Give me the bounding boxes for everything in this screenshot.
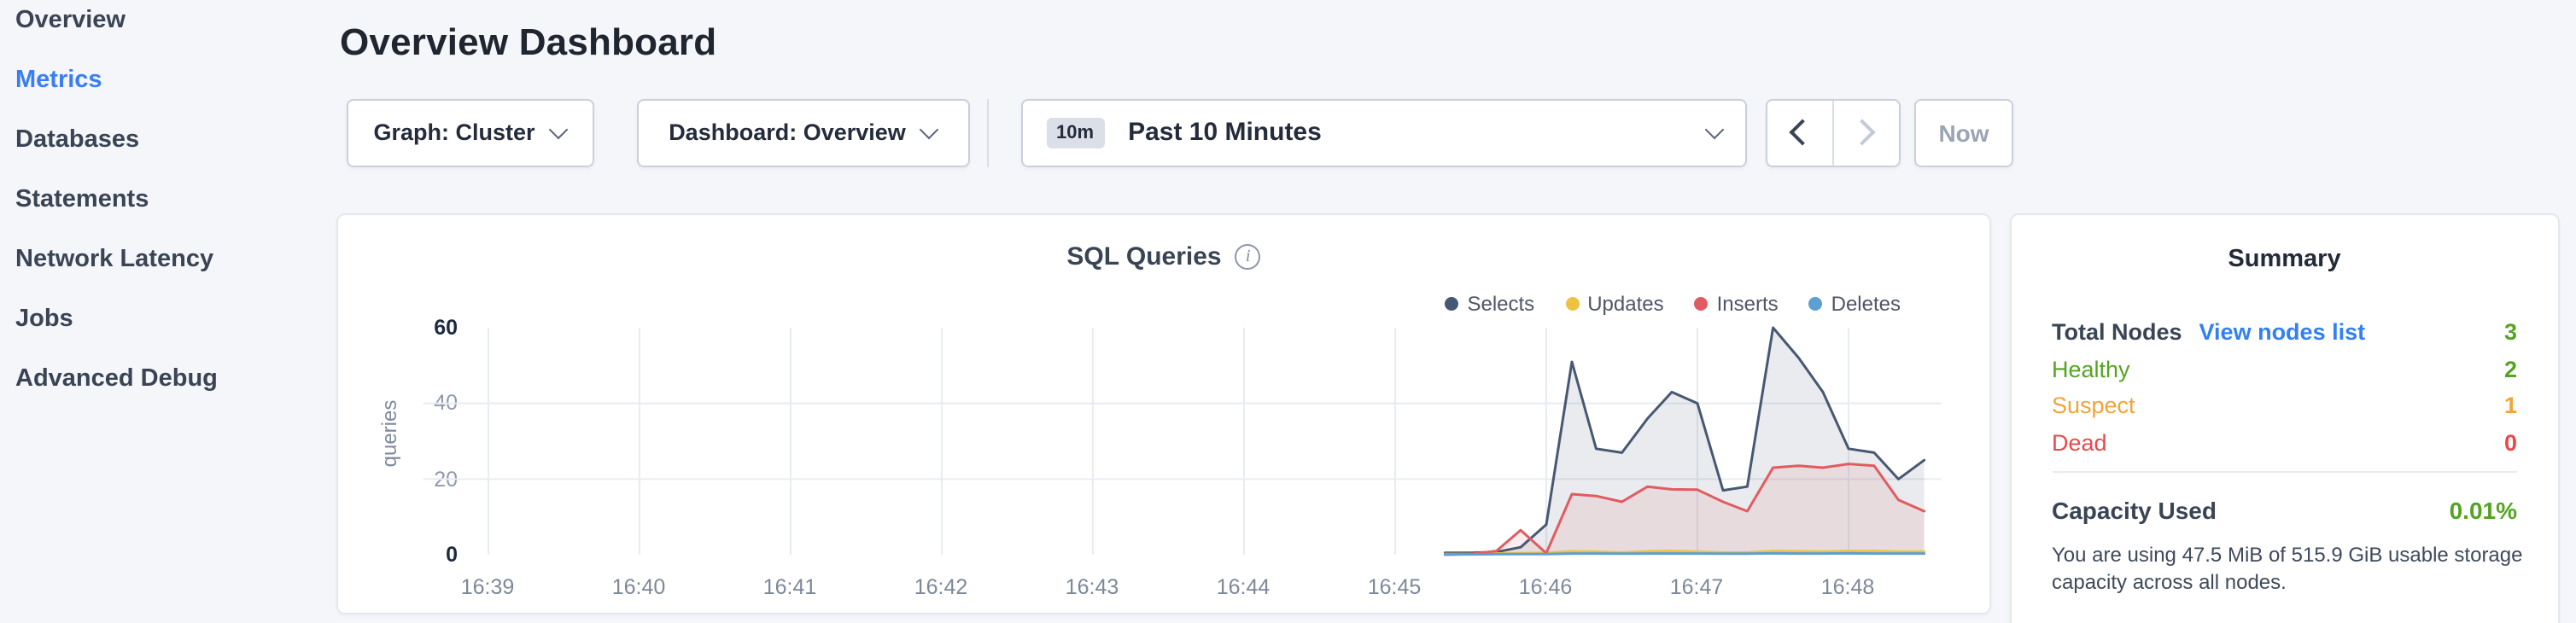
total-nodes-value: 3	[2503, 319, 2517, 346]
chevron-left-icon	[1790, 119, 1817, 146]
chart-title: SQL Queries	[1066, 242, 1222, 271]
chart-title-row: SQL Queries i	[338, 242, 1989, 271]
chevron-right-icon	[1849, 119, 1876, 146]
chevron-down-icon	[920, 119, 940, 139]
x-axis-label: 16:48	[1820, 575, 1875, 599]
page-title: Overview Dashboard	[340, 20, 717, 63]
chart-plot-area	[423, 326, 1941, 556]
series-line-deletes	[1442, 551, 1925, 556]
legend-label: Selects	[1467, 292, 1535, 316]
x-axis: 16:39 16:40 16:41 16:42 16:43 16:44 16:45 16:46…	[338, 575, 1989, 599]
x-axis-label: 16:43	[1065, 575, 1119, 599]
sidebar-item-metrics[interactable]: Metrics	[15, 67, 102, 94]
dead-nodes-row: Dead 0	[2052, 424, 2517, 461]
legend-item-inserts[interactable]: Inserts	[1694, 292, 1779, 316]
capacity-used-label: Capacity Used	[2052, 497, 2217, 524]
healthy-value: 2	[2503, 356, 2517, 382]
legend-label: Updates	[1587, 292, 1664, 316]
x-axis-label: 16:47	[1669, 575, 1724, 599]
legend-label: Deletes	[1831, 292, 1901, 316]
capacity-row: Capacity Used 0.01%	[2052, 493, 2517, 527]
legend-item-updates[interactable]: Updates	[1565, 292, 1664, 316]
chart-legend: Selects Updates Inserts Deletes	[1445, 292, 1901, 316]
sidebar-item-jobs[interactable]: Jobs	[15, 306, 73, 333]
healthy-nodes-row: Healthy 2	[2052, 351, 2517, 387]
suspect-label: Suspect	[2052, 393, 2135, 419]
legend-item-selects[interactable]: Selects	[1445, 292, 1534, 316]
sidebar-item-statements[interactable]: Statements	[15, 186, 149, 213]
y-axis-label: 0	[446, 543, 458, 567]
time-range-badge: 10m	[1046, 117, 1105, 148]
summary-title: Summary	[2228, 246, 2341, 273]
y-axis-label: 60	[434, 316, 458, 340]
suspect-value: 1	[2503, 393, 2517, 419]
series-area-inserts	[1444, 463, 1924, 555]
x-axis-label: 16:46	[1518, 575, 1573, 599]
capacity-description: You are using 47.5 MiB of 515.9 GiB usab…	[2052, 543, 2523, 594]
x-axis-label: 16:45	[1367, 575, 1422, 599]
dashboard-label: Dashboard: Overview	[669, 119, 906, 145]
series-area-selects	[1444, 328, 1924, 555]
previous-time-window-button[interactable]	[1767, 100, 1832, 165]
time-range-label: Past 10 Minutes	[1128, 118, 1322, 147]
sidebar-item-databases[interactable]: Databases	[15, 126, 140, 154]
legend-dot-updates-icon	[1565, 297, 1580, 311]
info-icon[interactable]: i	[1235, 244, 1261, 270]
dead-label: Dead	[2052, 429, 2107, 456]
total-nodes-label: Total Nodes	[2052, 319, 2182, 346]
capacity-used-value: 0.01%	[2449, 497, 2517, 524]
chevron-down-icon	[1704, 119, 1725, 139]
sidebar-item-advanced-debug[interactable]: Advanced Debug	[15, 365, 218, 393]
series-line-selects	[1442, 326, 1925, 555]
suspect-nodes-row: Suspect 1	[2052, 387, 2517, 424]
sidebar-item-overview[interactable]: Overview	[15, 7, 126, 34]
x-axis-label: 16:41	[762, 575, 817, 599]
healthy-label: Healthy	[2052, 356, 2130, 382]
next-time-window-button[interactable]	[1831, 100, 1899, 165]
chart-svg	[423, 326, 1941, 556]
x-axis-label: 16:42	[914, 575, 968, 599]
node-status-rows: Total Nodes View nodes list 3 Healthy 2 …	[2052, 314, 2517, 461]
x-axis-label: 16:39	[460, 575, 515, 599]
graph-scope-label: Graph: Cluster	[373, 119, 535, 145]
x-axis-label: 16:40	[611, 575, 666, 599]
graph-scope-dropdown[interactable]: Graph: Cluster	[346, 98, 593, 166]
legend-label: Inserts	[1716, 292, 1779, 316]
legend-dot-selects-icon	[1445, 297, 1459, 311]
sidebar-item-network-latency[interactable]: Network Latency	[15, 246, 214, 273]
summary-divider	[2052, 471, 2517, 473]
total-nodes-row: Total Nodes View nodes list 3	[2052, 314, 2517, 351]
toolbar-divider	[987, 98, 989, 166]
dashboard-dropdown[interactable]: Dashboard: Overview	[636, 98, 969, 166]
sql-queries-chart-card: SQL Queries i Selects Updates Inserts Delet…	[336, 213, 1991, 614]
series-line-inserts	[1442, 463, 1925, 556]
x-axis-label: 16:44	[1216, 575, 1270, 599]
dead-value: 0	[2503, 429, 2517, 456]
legend-dot-deletes-icon	[1808, 297, 1823, 311]
sidebar: Overview Metrics Databases Statements Ne…	[15, 3, 323, 422]
legend-item-deletes[interactable]: Deletes	[1808, 292, 1901, 316]
time-step-buttons	[1766, 98, 1900, 166]
summary-panel: Summary Total Nodes View nodes list 3 He…	[2009, 213, 2560, 623]
view-nodes-list-link[interactable]: View nodes list	[2199, 319, 2366, 346]
legend-dot-inserts-icon	[1694, 297, 1709, 311]
y-axis-title: queries	[377, 399, 401, 468]
now-button[interactable]: Now	[1914, 98, 2013, 166]
time-range-selector[interactable]: 10m Past 10 Minutes	[1020, 98, 1747, 166]
chevron-down-icon	[549, 119, 569, 139]
